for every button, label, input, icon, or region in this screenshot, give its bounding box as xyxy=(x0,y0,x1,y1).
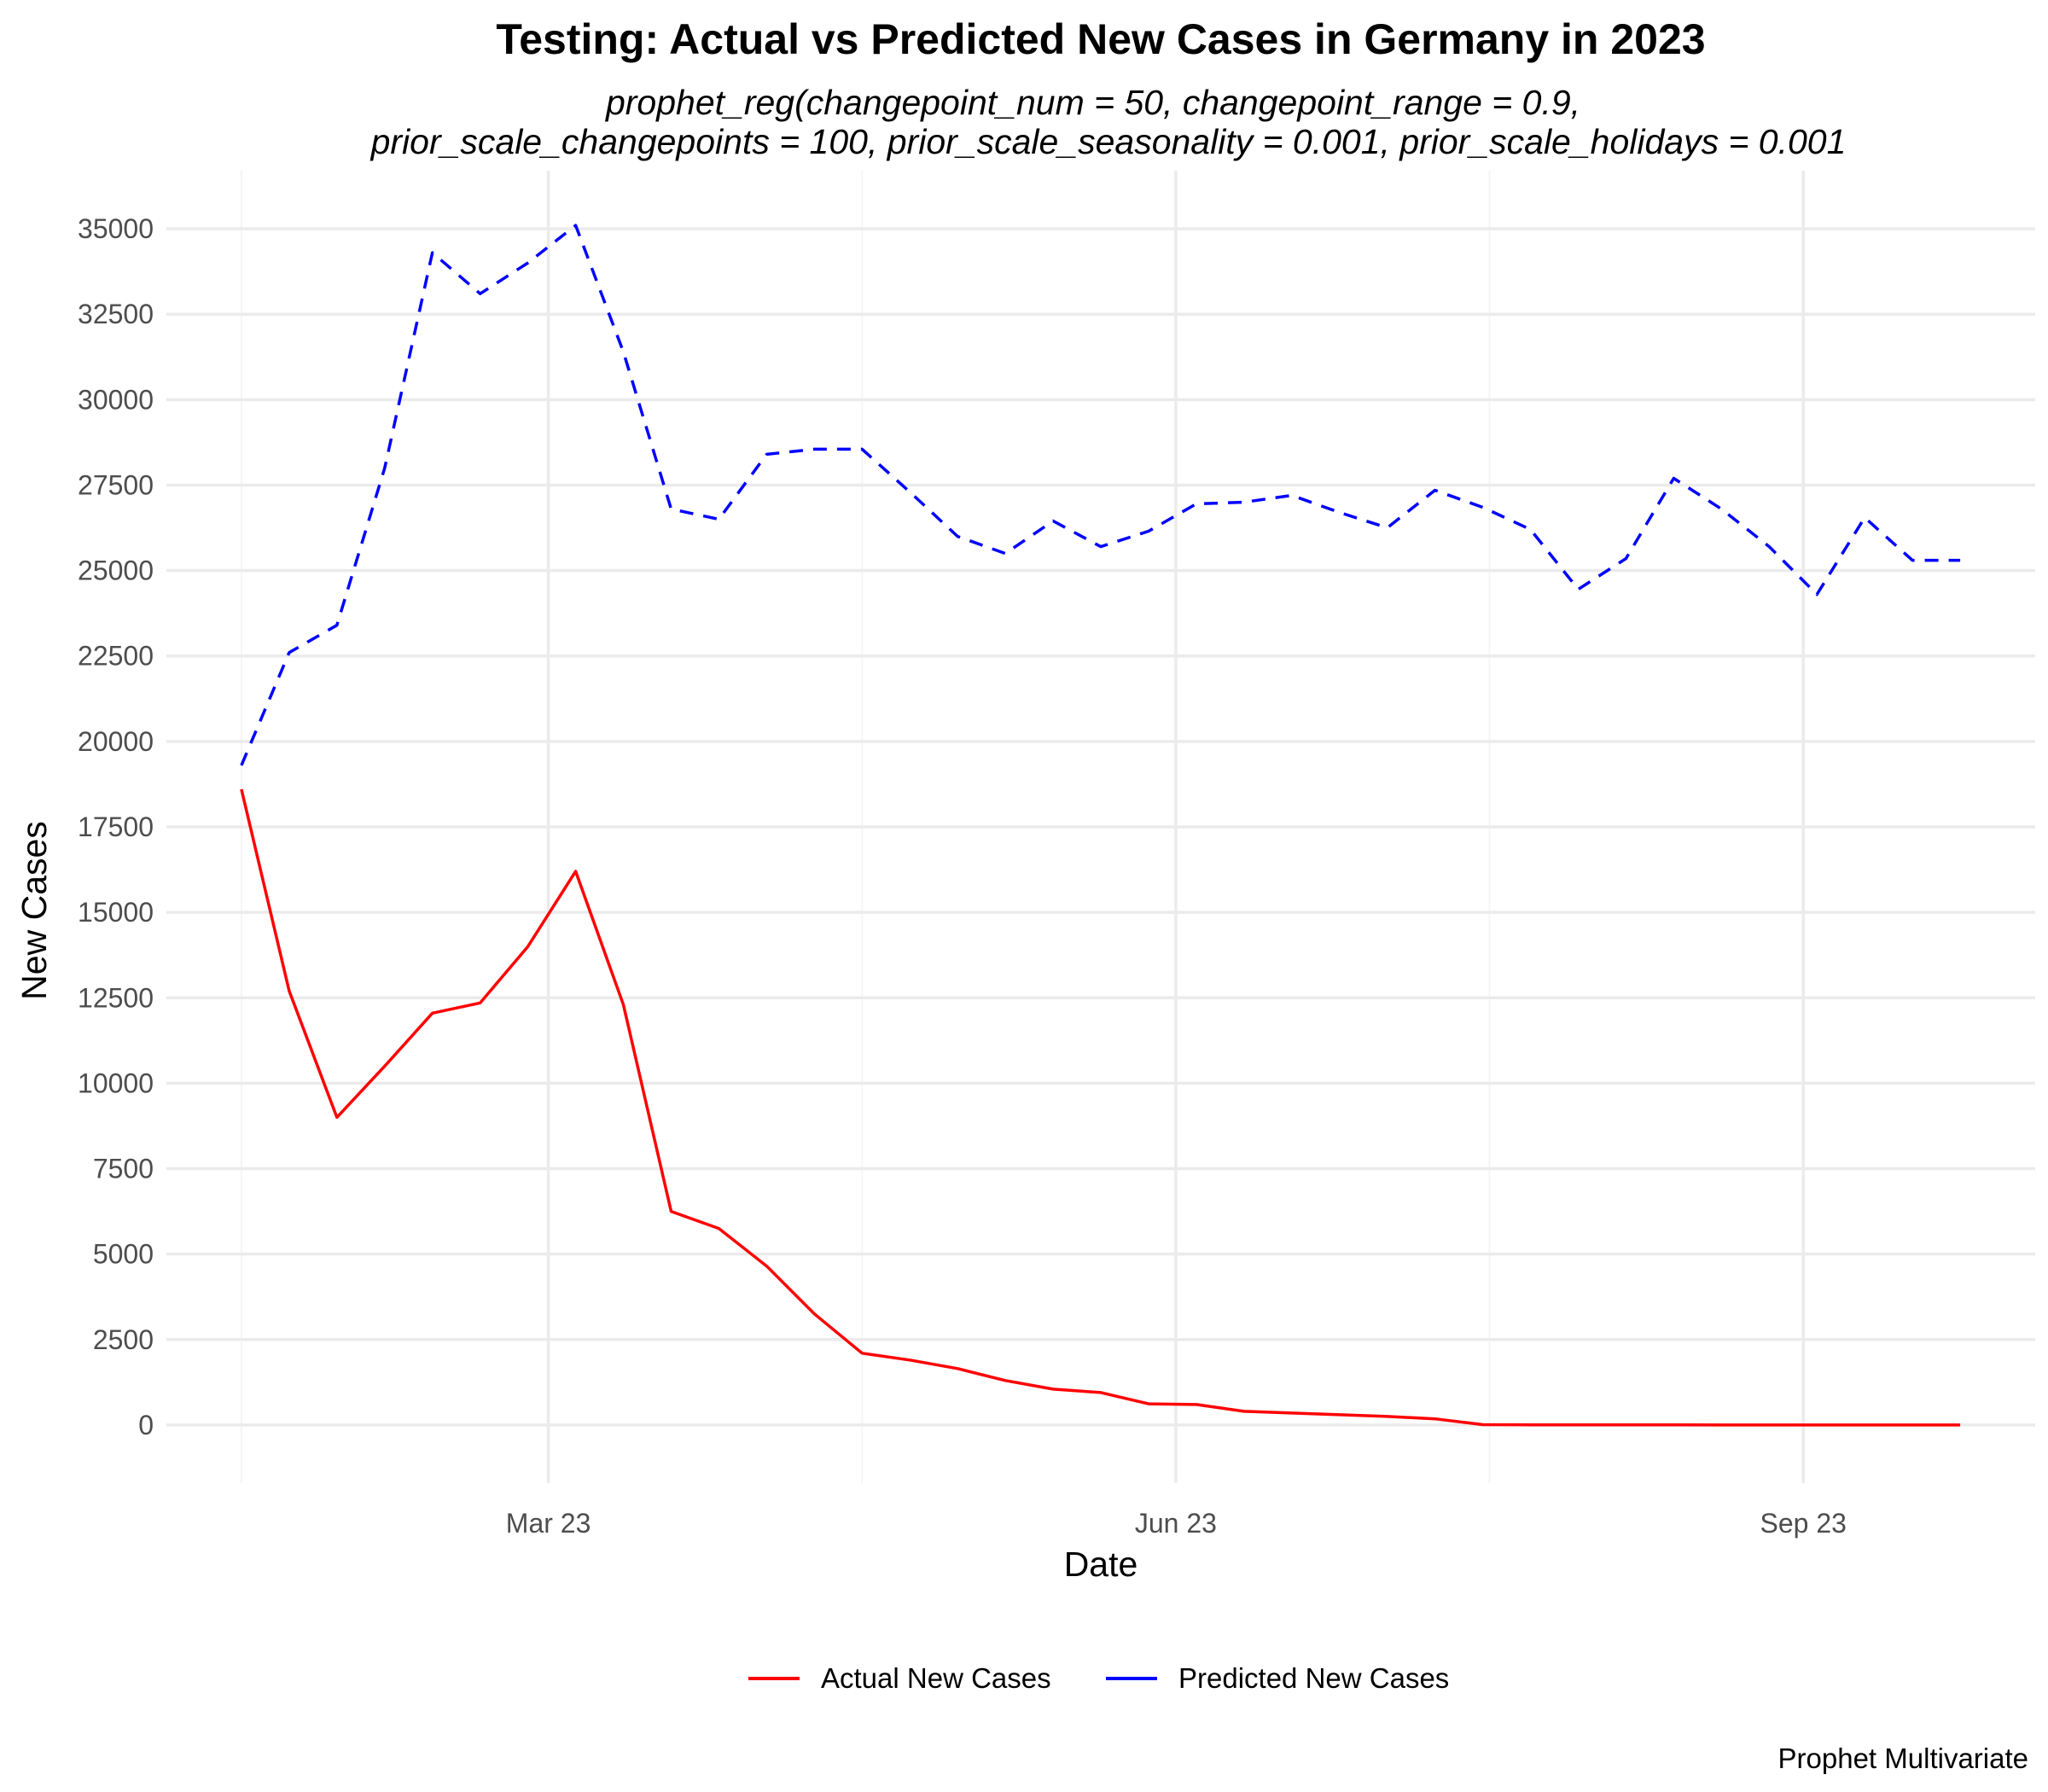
grid xyxy=(166,171,2035,1483)
legend-label-actual: Actual New Cases xyxy=(821,1662,1051,1694)
y-tick-label: 30000 xyxy=(78,384,154,415)
y-axis-ticks: 0 2500 5000 7500 10000 12500 15000 17500 20000 22… xyxy=(78,213,154,1440)
y-tick-label: 0 xyxy=(138,1410,154,1440)
y-tick-label: 27500 xyxy=(78,469,154,500)
series-line-predicted xyxy=(240,224,1961,766)
y-axis-label: New Cases xyxy=(15,821,54,1000)
x-axis-ticks: Mar 23 Jun 23 Sep 23 xyxy=(506,1508,1847,1539)
legend: Actual New Cases Predicted New Cases xyxy=(748,1662,1449,1694)
chart-subtitle-line-2: prior_scale_changepoints = 100, prior_sc… xyxy=(369,122,1847,161)
chart-title: Testing: Actual vs Predicted New Cases i… xyxy=(496,15,1705,63)
chart-subtitle-line-1: prophet_reg(changepoint_num = 50, change… xyxy=(604,83,1580,122)
x-tick-label: Sep 23 xyxy=(1760,1508,1847,1539)
chart-caption: Prophet Multivariate xyxy=(1778,1743,2028,1774)
series-lines xyxy=(240,224,1961,1427)
y-tick-label: 25000 xyxy=(78,556,154,586)
y-tick-label: 12500 xyxy=(78,982,154,1013)
y-tick-label: 20000 xyxy=(78,726,154,757)
legend-label-predicted: Predicted New Cases xyxy=(1178,1662,1449,1694)
x-tick-label: Mar 23 xyxy=(506,1508,591,1539)
x-tick-label: Jun 23 xyxy=(1135,1508,1217,1539)
series-line-actual xyxy=(240,788,1961,1427)
plot-title-group: Testing: Actual vs Predicted New Cases i… xyxy=(369,15,1847,161)
x-axis-label: Date xyxy=(1064,1545,1138,1584)
y-tick-label: 15000 xyxy=(78,897,154,928)
y-tick-label: 32500 xyxy=(78,299,154,329)
y-tick-label: 5000 xyxy=(93,1239,154,1270)
y-tick-label: 7500 xyxy=(93,1154,154,1184)
y-tick-label: 35000 xyxy=(78,213,154,244)
y-tick-label: 2500 xyxy=(93,1324,154,1355)
y-tick-label: 10000 xyxy=(78,1068,154,1098)
y-tick-label: 22500 xyxy=(78,641,154,672)
y-tick-label: 17500 xyxy=(78,812,154,842)
